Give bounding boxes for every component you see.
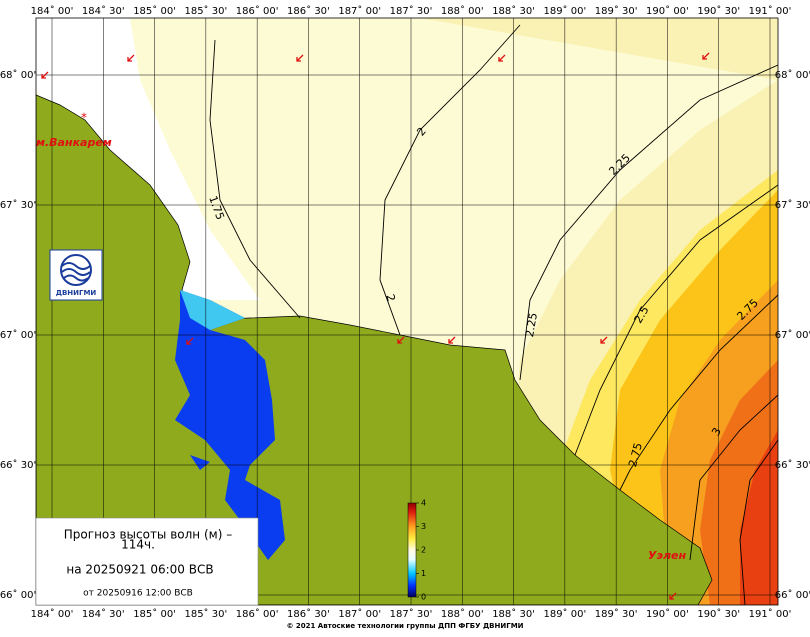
- colorbar-ticks: 0 1 2 3 4: [416, 499, 426, 602]
- lagoon: [175, 290, 285, 560]
- place-name: м.Ванкарем: [36, 136, 112, 149]
- lon-label: 190˚ 00': [646, 608, 689, 620]
- colorbar-tick-label: 2: [421, 546, 426, 555]
- lon-label: 186˚ 30': [287, 608, 330, 620]
- colorbar-tick-label: 1: [421, 569, 426, 578]
- lon-label: 188˚ 30': [492, 608, 535, 620]
- valid-time: на 20250921 06:00 ВСВ: [66, 563, 213, 577]
- lat-label: 67˚ 30': [0, 199, 36, 211]
- contour-line: [574, 184, 778, 456]
- contour-line: [619, 294, 778, 491]
- frame: [35, 17, 779, 606]
- contour-label: 2: [383, 293, 397, 303]
- lon-label: 188˚ 00': [441, 5, 484, 17]
- lon-label: 184˚ 30': [82, 5, 125, 17]
- lon-label: 189˚ 00': [543, 5, 586, 17]
- contour-label: 2.75: [626, 441, 645, 468]
- lagoon: [190, 455, 210, 470]
- lat-label: 67˚ 30': [775, 199, 810, 211]
- map-area: * м.Ванкарем Уэлен 1.75 2 2 2.25 2.25 2.…: [36, 18, 778, 605]
- wind-arrows: [41, 52, 710, 600]
- lon-label: 185˚ 00': [133, 5, 176, 17]
- lon-label: 191˚ 00': [749, 608, 792, 620]
- lat-label: 67˚ 00': [0, 329, 36, 341]
- colorbar-tick-label: 3: [421, 522, 426, 531]
- lon-label: 186˚ 00': [236, 5, 279, 17]
- lon-label: 187˚ 30': [390, 5, 433, 17]
- lat-label: 67˚ 00': [775, 329, 810, 341]
- lat-label: 68˚ 00': [775, 69, 810, 81]
- lon-label: 186˚ 00': [236, 608, 279, 620]
- lon-label: 187˚ 30': [390, 608, 433, 620]
- lon-label: 187˚ 00': [338, 608, 381, 620]
- contour-line: [689, 394, 778, 561]
- lon-label: 188˚ 00': [441, 608, 484, 620]
- lon-label: 190˚ 30': [697, 608, 740, 620]
- lon-label: 190˚ 00': [646, 5, 689, 17]
- lon-label: 185˚ 30': [184, 5, 227, 17]
- lat-label: 66˚ 30': [0, 459, 36, 471]
- contour-line: [739, 439, 778, 605]
- lead-time: 114ч.: [121, 538, 155, 552]
- contour-line: [379, 24, 521, 336]
- lat-label: 66˚ 30': [775, 459, 810, 471]
- issue-time: от 20250916 12:00 ВСВ: [83, 589, 193, 599]
- lon-label: 184˚ 00': [31, 608, 74, 620]
- logo-text: ДВНИГМИ: [56, 289, 97, 297]
- wave-zone: [740, 430, 778, 605]
- lon-label: 185˚ 30': [184, 608, 227, 620]
- logo: ДВНИГМИ: [49, 249, 103, 301]
- lat-label: 66˚ 00': [0, 589, 36, 601]
- info-box: Прогноз высоты волн (м) – 114ч. на 20250…: [35, 517, 259, 606]
- lon-label: 186˚ 30': [287, 5, 330, 17]
- lon-label: 184˚ 30': [82, 608, 125, 620]
- contour-line: [519, 64, 778, 381]
- contour-label: 2.25: [523, 312, 540, 338]
- lon-label: 189˚ 00': [543, 608, 586, 620]
- lat-label: 66˚ 00': [775, 589, 810, 601]
- forecast-title: Прогноз высоты волн (м) –: [64, 528, 232, 542]
- lon-label: 190˚ 30': [697, 5, 740, 17]
- place-name: Уэлен: [648, 549, 687, 562]
- marker: *: [81, 111, 87, 125]
- colorbar: [407, 502, 417, 598]
- graticule: [36, 18, 778, 605]
- colorbar-tick-label: 4: [421, 499, 426, 508]
- lagoon-shallow: [180, 290, 245, 330]
- lon-label: 184˚ 00': [31, 5, 74, 17]
- calm-zone: [36, 18, 260, 300]
- lon-label: 187˚ 00': [338, 5, 381, 17]
- lon-label: 188˚ 30': [492, 5, 535, 17]
- lon-label: 189˚ 30': [595, 608, 638, 620]
- lon-label: 185˚ 00': [133, 608, 176, 620]
- lat-label: 68˚ 00': [0, 69, 36, 81]
- contour-line: [209, 39, 301, 319]
- lon-label: 189˚ 30': [595, 5, 638, 17]
- colorbar-tick-label: 0: [421, 593, 426, 602]
- copyright: © 2021 Автоские технологии группы ДПП ФГ…: [286, 622, 523, 630]
- lon-label: 191˚ 00': [749, 5, 792, 17]
